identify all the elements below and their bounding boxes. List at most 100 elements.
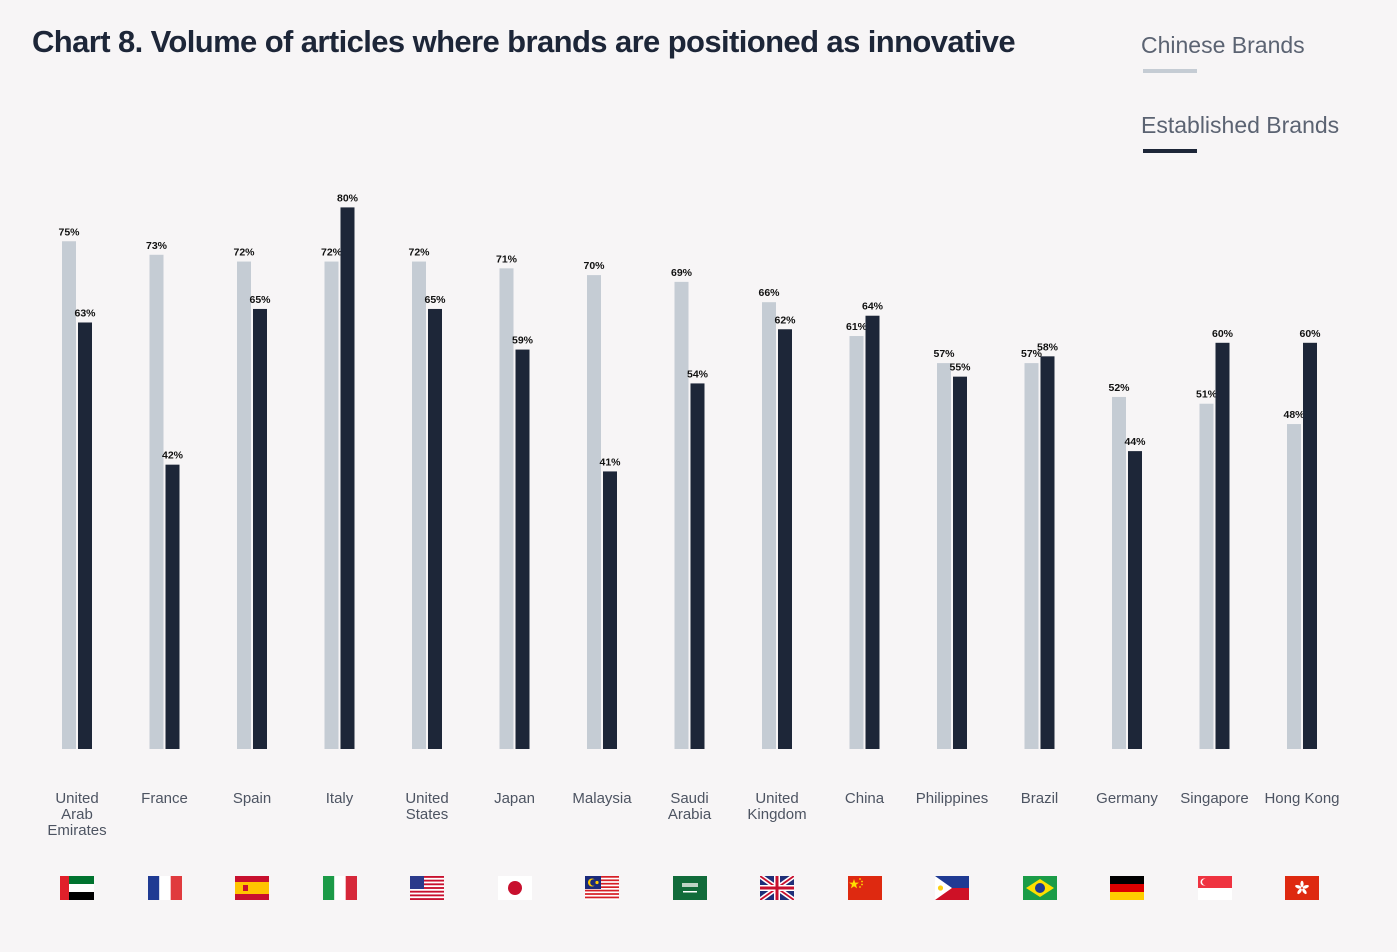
category-label: France xyxy=(105,791,225,807)
bar-chinese-1 xyxy=(149,254,164,750)
flag-italy-icon xyxy=(322,876,357,900)
bar-chinese-9 xyxy=(849,336,864,749)
flag-philippines-icon xyxy=(935,876,969,900)
category-label-line: Malaysia xyxy=(572,790,632,807)
data-label: 51% xyxy=(1196,389,1218,401)
flag-uae-icon xyxy=(60,876,94,900)
data-label: 72% xyxy=(233,247,255,259)
bar-chinese-12 xyxy=(1112,396,1126,749)
legend-label: Chinese Brands xyxy=(1141,32,1305,58)
category-label-line: Kingdom xyxy=(747,806,807,823)
category-label-line: United xyxy=(55,790,99,807)
category-label: Japan xyxy=(455,791,575,807)
data-label: 60% xyxy=(1299,328,1321,340)
bar-chinese-0 xyxy=(62,241,76,749)
data-label: 41% xyxy=(599,456,621,468)
bar-chinese-11 xyxy=(1024,363,1039,749)
flag-china-icon xyxy=(847,876,882,900)
category-label-line: Saudi xyxy=(670,790,709,807)
bar-chinese-13 xyxy=(1199,403,1214,749)
data-label: 58% xyxy=(1037,341,1059,353)
category-label-line: Philippines xyxy=(915,790,989,807)
bar-established-3 xyxy=(340,207,355,749)
data-label: 59% xyxy=(512,335,534,347)
category-label: Italy xyxy=(280,791,400,807)
bar-established-11 xyxy=(1040,356,1055,749)
bar-chinese-14 xyxy=(1287,424,1301,749)
bar-established-6 xyxy=(603,471,617,749)
category-label-line: Arab xyxy=(61,806,93,823)
data-label: 55% xyxy=(949,362,971,374)
category-label-line: France xyxy=(141,790,188,807)
flag-france-icon xyxy=(147,876,182,900)
bar-chinese-6 xyxy=(587,275,601,749)
bar-established-4 xyxy=(428,308,442,749)
data-label: 52% xyxy=(1108,382,1130,394)
data-label: 65% xyxy=(249,294,271,306)
category-label: United Arab Emirates xyxy=(17,791,137,839)
data-label: 75% xyxy=(58,226,80,238)
data-label: 72% xyxy=(321,247,343,259)
bar-established-7 xyxy=(690,383,705,749)
category-label-line: States xyxy=(405,806,449,823)
legend-item-established-brands: Established Brands xyxy=(1141,112,1339,153)
data-label: 57% xyxy=(933,348,955,360)
bar-chinese-8 xyxy=(762,302,776,749)
category-label: United States xyxy=(367,791,487,823)
data-label: 69% xyxy=(671,267,693,279)
category-label-line: Spain xyxy=(232,790,272,807)
bar-established-14 xyxy=(1303,342,1317,749)
data-label: 63% xyxy=(74,307,96,319)
chart-title: Chart 8. Volume of articles where brands… xyxy=(32,24,1016,59)
category-label-line: Singapore xyxy=(1180,790,1249,807)
category-label-line: Japan xyxy=(494,790,535,807)
bar-chinese-2 xyxy=(237,261,251,749)
bar-chinese-5 xyxy=(499,268,514,749)
legend-item-chinese-brands: Chinese Brands xyxy=(1141,32,1305,73)
bar-chinese-4 xyxy=(412,261,426,749)
category-label-line: United xyxy=(755,790,799,807)
legend-swatch-chinese-brands xyxy=(1143,69,1197,73)
data-label: 60% xyxy=(1212,328,1234,340)
data-label: 44% xyxy=(1124,436,1146,448)
bar-established-1 xyxy=(165,464,180,749)
category-label-line: Brazil xyxy=(1020,790,1059,807)
data-label: 73% xyxy=(146,240,168,252)
flag-uk-icon xyxy=(760,876,794,900)
data-label: 62% xyxy=(774,314,796,326)
bar-established-13 xyxy=(1215,342,1230,749)
category-label: Hong Kong xyxy=(1242,791,1362,807)
bar-chinese-3 xyxy=(324,261,339,749)
category-label-line: Arabia xyxy=(667,806,712,823)
category-label: Philippines xyxy=(892,791,1012,807)
flag-brazil-icon xyxy=(1022,876,1057,900)
flag-japan-icon xyxy=(497,876,532,900)
category-label: Spain xyxy=(192,791,312,807)
data-label: 65% xyxy=(424,294,446,306)
category-label-line: Hong Kong xyxy=(1264,790,1340,807)
bar-established-10 xyxy=(953,376,967,749)
bar-established-9 xyxy=(865,315,880,749)
category-label: Germany xyxy=(1067,791,1187,807)
data-label: 54% xyxy=(687,368,709,380)
category-label-line: Emirates xyxy=(47,822,107,839)
bar-established-12 xyxy=(1128,451,1142,749)
bar-chinese-10 xyxy=(937,363,951,749)
data-label: 72% xyxy=(408,247,430,259)
data-label: 42% xyxy=(162,450,184,462)
flag-spain-icon xyxy=(235,876,269,900)
data-label: 61% xyxy=(846,321,868,333)
category-label-line: United xyxy=(405,790,449,807)
flag-germany-icon xyxy=(1110,876,1144,900)
category-label-line: Italy xyxy=(325,790,354,807)
bar-established-8 xyxy=(778,329,792,749)
flag-hong-kong-icon xyxy=(1285,876,1319,900)
category-label-line: Germany xyxy=(1096,790,1158,807)
data-label: 66% xyxy=(758,287,780,299)
flag-usa-icon xyxy=(410,876,444,900)
category-label: Brazil xyxy=(980,791,1100,807)
category-label-line: China xyxy=(844,790,885,807)
flag-singapore-icon xyxy=(1197,876,1232,900)
bar-established-2 xyxy=(253,308,267,749)
